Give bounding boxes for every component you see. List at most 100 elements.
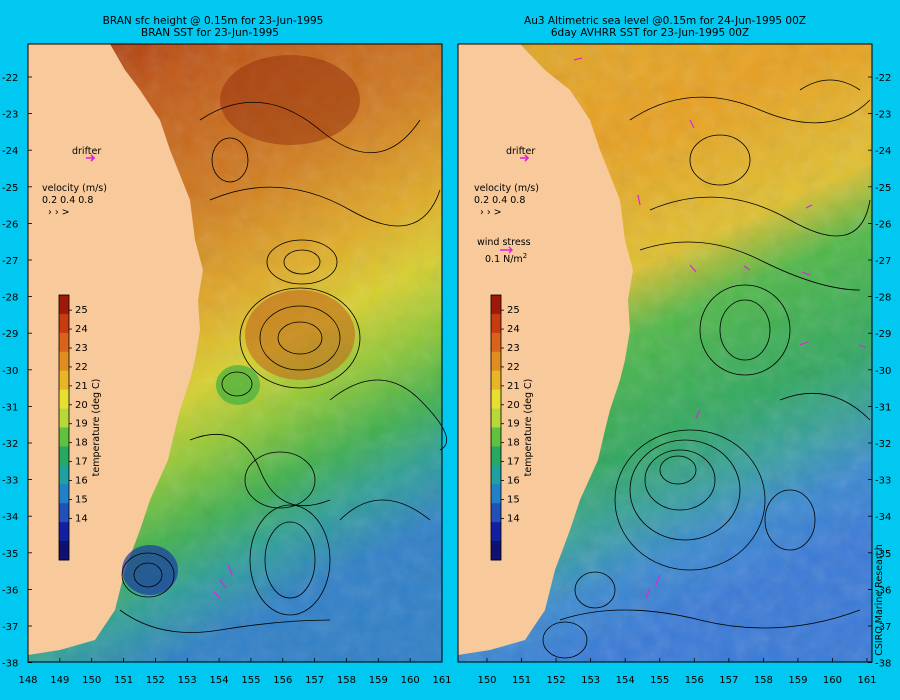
right-colorbar-tick: 24 [507,324,520,335]
left-lat-label: -30 [2,366,18,377]
right-colorbar-swatch [491,541,501,561]
axis-labels: -22 -22 -23 -23 -24 -24 -25 -25 -26 -26 -27 -27 -28 -… [2,73,891,686]
right-colorbar-swatch [491,313,501,334]
right-velocity-arrows: › › > [480,207,502,218]
left-lat-label: -28 [2,293,18,304]
right-wind-value: 0.1 N/m2 [485,252,527,265]
left-lon-label: 152 [146,675,165,686]
right-colorbar-swatch [491,465,501,485]
left-lat-label: -34 [2,512,18,523]
left-lat-label: -26 [2,219,18,230]
right-colorbar-swatch [491,446,501,466]
left-lon-label: 149 [50,675,69,686]
left-colorbar-swatch [59,503,69,523]
left-lat-label: -38 [2,659,18,670]
left-warm-eddy [245,290,355,380]
right-colorbar-tick: 16 [507,476,520,487]
right-lon-label: 157 [719,675,738,686]
right-colorbar-tick: 22 [507,362,520,373]
left-colorbar-swatch [59,541,69,561]
left-lat-label: -27 [2,256,18,267]
left-drifter-arrow [86,154,96,162]
left-lon-label: 155 [241,675,260,686]
right-colorbar-label: temperature (deg C) [523,379,534,477]
right-colorbar-swatch [491,522,501,542]
right-lon-label: 158 [754,675,773,686]
right-colorbar-swatch [491,389,501,410]
left-colorbar-tick: 17 [75,457,88,468]
left-lon-label: 160 [401,675,420,686]
right-lon-label: 153 [581,675,600,686]
left-lon-label: 151 [114,675,133,686]
credit-text: CSIRO Marine Research [874,544,885,656]
right-colorbar-swatch [491,351,501,372]
left-colorbar-swatch [59,295,69,315]
right-colorbar-swatch [491,484,501,504]
right-velocity-title: velocity (m/s) [474,183,539,194]
left-drifter-label: drifter [72,146,101,157]
right-lon-label: 150 [477,675,496,686]
right-colorbar: 25 24 23 22 21 20 19 18 17 16 15 14 temperature (deg… [490,294,534,561]
left-colorbar-swatch [59,332,69,353]
left-colorbar-tick: 24 [75,324,88,335]
right-colorbar-tick: 18 [507,438,520,449]
left-hot-region [220,55,360,145]
right-colorbar-tick: 20 [507,400,520,411]
right-drifter-arrow [520,154,530,162]
left-title-line2: BRAN SST for 23-Jun-1995 [141,27,279,39]
left-colorbar-swatch [59,465,69,485]
left-colorbar-swatch [59,389,69,410]
left-colorbar-border [58,294,70,561]
left-colorbar-swatch [59,427,69,447]
left-lon-label: 157 [305,675,324,686]
right-lon-label: 156 [685,675,704,686]
left-map-panel [27,43,448,663]
left-colorbar-tick: 15 [75,494,88,505]
left-sst-texture [28,44,442,662]
right-colorbar-swatch [491,332,501,353]
right-lon-label: 155 [650,675,669,686]
right-lat-label: -32 [875,439,891,450]
right-colorbar-tick: 14 [507,513,520,524]
left-colorbar-tick: 21 [75,381,88,392]
right-lat-label: -35 [875,549,891,560]
left-lon-label: 150 [82,675,101,686]
left-colorbar-tick: 25 [75,305,88,316]
left-lat-label: -29 [2,329,18,340]
right-lon-label: 151 [512,675,531,686]
left-lat-label: -37 [2,622,18,633]
left-lat-label: -25 [2,183,18,194]
left-velocity-arrows: › › > [48,207,70,218]
left-lon-label: 154 [210,675,229,686]
right-sst-texture [458,44,872,662]
right-colorbar-tick: 25 [507,305,520,316]
left-velocity-title: velocity (m/s) [42,183,107,194]
left-lon-label: 159 [369,675,388,686]
left-lat-label: -32 [2,439,18,450]
right-lat-label: -28 [875,293,891,304]
right-drifter-label: drifter [506,146,535,157]
left-colorbar-tick: 16 [75,476,88,487]
velocity-vectors [213,57,867,599]
left-lat-label: -33 [2,476,18,487]
right-colorbar-swatch [491,503,501,523]
right-colorbar-tick: 21 [507,381,520,392]
right-lat-label: -24 [875,146,891,157]
left-lon-label: 161 [432,675,451,686]
right-lat-label: -33 [875,476,891,487]
right-legend: drifter velocity (m/s) 0.2 0.4 0.8 › › >… [474,146,539,265]
right-lat-label: -31 [875,402,891,413]
left-frame [27,43,443,663]
left-legend: drifter velocity (m/s) 0.2 0.4 0.8 › › > [42,146,107,218]
right-lat-label: -22 [875,73,891,84]
left-lat-label: -24 [2,146,18,157]
right-lon-label: 159 [788,675,807,686]
right-colorbar-border [490,294,502,561]
right-colorbar-swatch [491,427,501,447]
right-colorbar-tick: 19 [507,419,520,430]
right-lon-label: 154 [616,675,635,686]
left-colorbar-swatch [59,351,69,372]
left-contours [119,101,448,633]
right-lat-label: -30 [875,366,891,377]
